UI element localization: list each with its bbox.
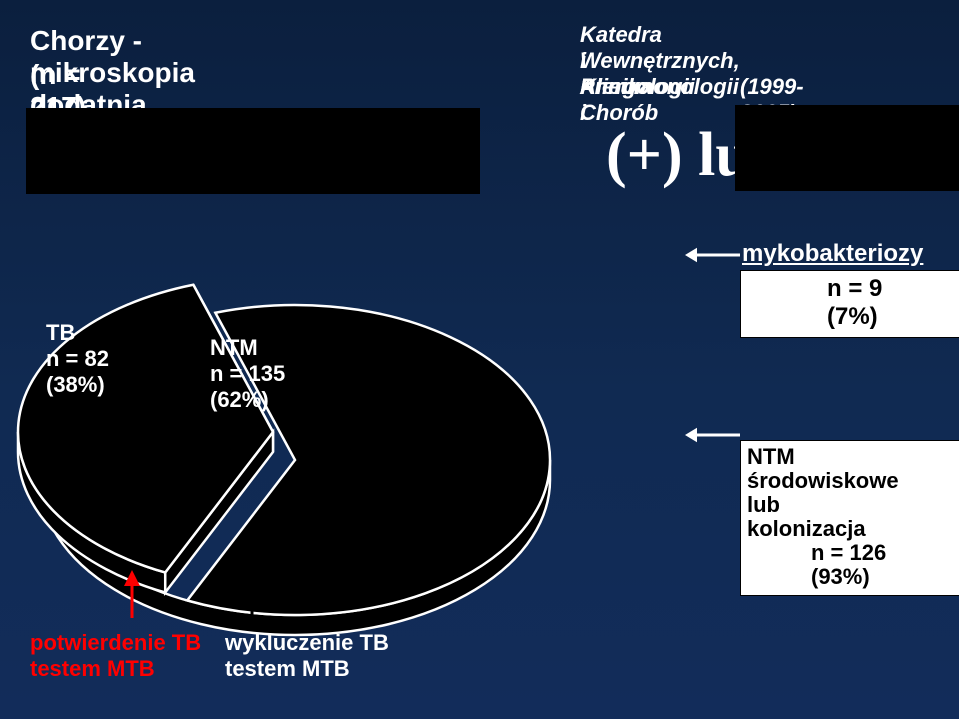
ntm-box-l2: środowiskowe [747, 469, 955, 493]
ntm-box-l4: kolonizacja [747, 517, 955, 541]
right-arrows-svg [0, 0, 959, 719]
myko-box: n = 9 (7%) [740, 270, 959, 338]
ntm-box-l3: lub [747, 493, 955, 517]
ntm-box: NTM środowiskowe lub kolonizacja n = 126… [740, 440, 959, 596]
ntm-box-l1: NTM [747, 445, 955, 469]
myko-header: mykobakteriozy [742, 240, 923, 268]
ntm-box-l5: n = 126 [747, 541, 955, 565]
ntm-box-l6: (93%) [747, 565, 955, 589]
myko-box-l1: n = 9 [747, 275, 955, 303]
myko-box-l2: (7%) [747, 303, 955, 331]
